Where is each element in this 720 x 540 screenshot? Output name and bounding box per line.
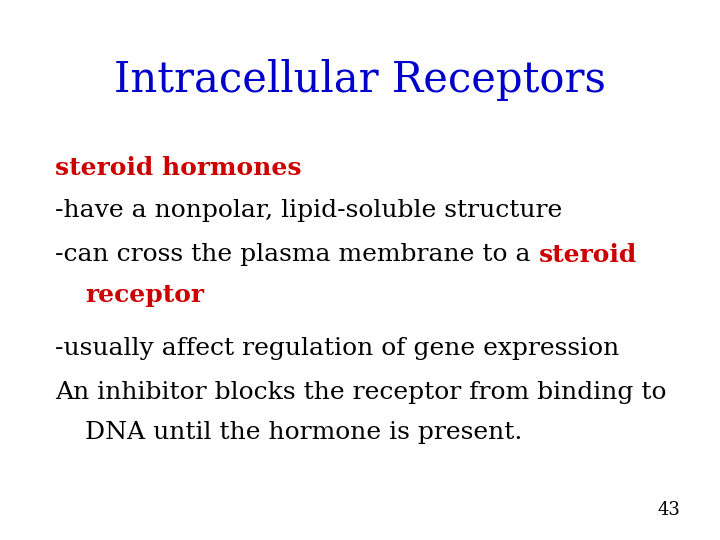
- Text: DNA until the hormone is present.: DNA until the hormone is present.: [85, 421, 523, 443]
- Text: -usually affect regulation of gene expression: -usually affect regulation of gene expre…: [55, 336, 619, 360]
- Text: receptor: receptor: [85, 283, 204, 307]
- Text: An inhibitor blocks the receptor from binding to: An inhibitor blocks the receptor from bi…: [55, 381, 667, 404]
- Text: -have a nonpolar, lipid-soluble structure: -have a nonpolar, lipid-soluble structur…: [55, 199, 562, 221]
- Text: Intracellular Receptors: Intracellular Receptors: [114, 59, 606, 101]
- Text: 43: 43: [657, 501, 680, 519]
- Text: steroid hormones: steroid hormones: [55, 156, 302, 180]
- Text: -can cross the plasma membrane to a: -can cross the plasma membrane to a: [55, 244, 539, 267]
- Text: steroid: steroid: [539, 243, 636, 267]
